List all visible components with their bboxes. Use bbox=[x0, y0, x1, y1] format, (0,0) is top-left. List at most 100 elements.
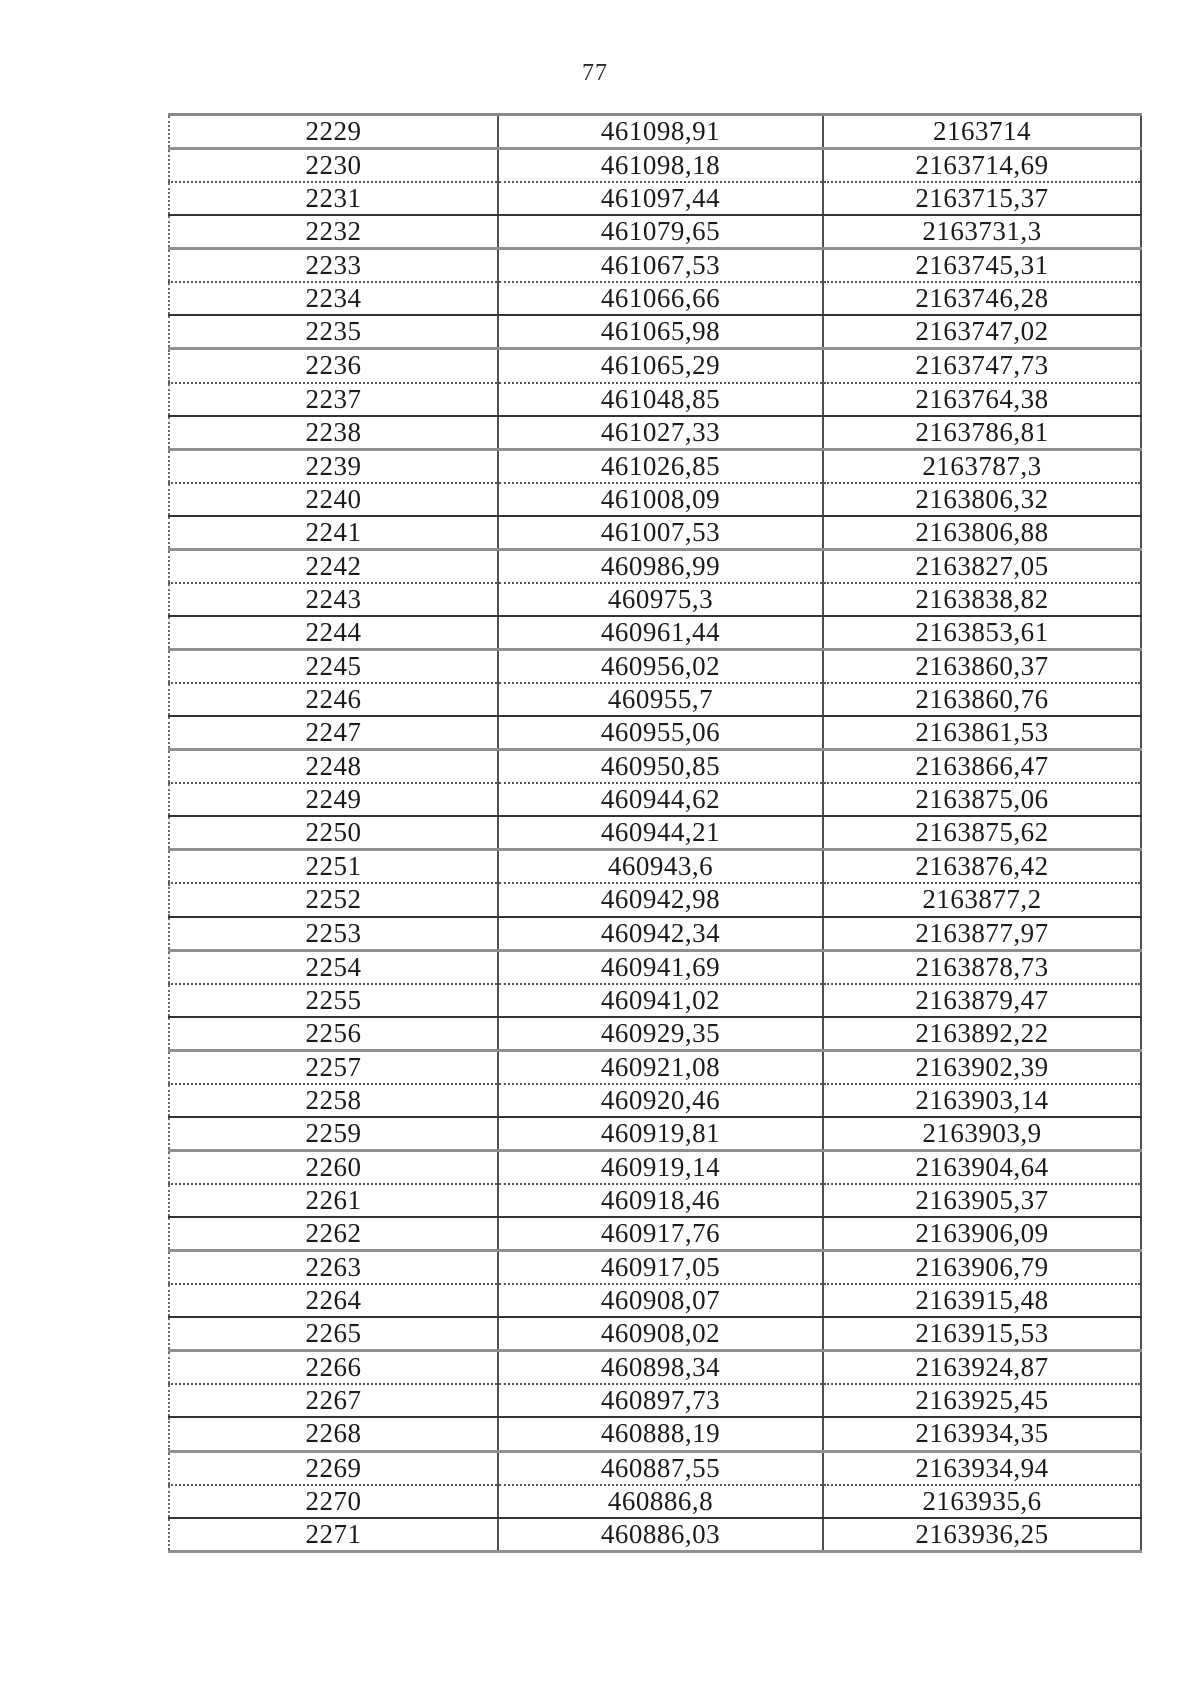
table-cell: 2163747,02 bbox=[822, 315, 1141, 351]
table-cell: 2269 bbox=[169, 1451, 498, 1486]
table-cell: 2270 bbox=[169, 1484, 498, 1519]
coordinates-table: 2229 461098,91 2163714 2230 461098,18 2163714… bbox=[168, 113, 1142, 1553]
table-row: 2268 460888,19 2163934,35 bbox=[169, 1417, 1141, 1453]
table-cell: 2245 bbox=[169, 649, 498, 685]
table-cell: 2246 bbox=[169, 683, 498, 718]
table-cell: 2163915,53 bbox=[822, 1317, 1141, 1353]
table-row: 2256 460929,35 2163892,22 bbox=[169, 1016, 1141, 1052]
table-row: 2238 461027,33 2163786,81 bbox=[169, 415, 1141, 451]
table-row: 2260 460919,14 2163904,64 bbox=[169, 1150, 1141, 1185]
table-cell: 460950,85 bbox=[497, 749, 823, 785]
table-cell: 2254 bbox=[169, 950, 498, 985]
table-cell: 460917,76 bbox=[497, 1217, 823, 1253]
table-cell: 2263 bbox=[169, 1250, 498, 1286]
table-cell: 2163925,45 bbox=[822, 1384, 1141, 1419]
table-cell: 2242 bbox=[169, 549, 498, 584]
table-row: 2264 460908,07 2163915,48 bbox=[169, 1284, 1141, 1319]
table-cell: 460917,05 bbox=[497, 1250, 823, 1286]
table-row: 2250 460944,21 2163875,62 bbox=[169, 816, 1141, 852]
table-row: 2269 460887,55 2163934,94 bbox=[169, 1451, 1141, 1486]
table-cell: 2163875,06 bbox=[822, 783, 1141, 818]
table-cell: 461008,09 bbox=[497, 482, 823, 517]
table-cell: 2257 bbox=[169, 1050, 498, 1085]
table-row: 2248 460950,85 2163866,47 bbox=[169, 749, 1141, 785]
table-cell: 2239 bbox=[169, 449, 498, 484]
table-row: 2266 460898,34 2163924,87 bbox=[169, 1350, 1141, 1386]
table-cell: 2163853,61 bbox=[822, 615, 1141, 651]
table-cell: 461098,91 bbox=[497, 114, 823, 151]
table-cell: 2231 bbox=[169, 182, 498, 217]
table-cell: 460897,73 bbox=[497, 1384, 823, 1419]
table-cell: 2256 bbox=[169, 1016, 498, 1052]
table-cell: 2244 bbox=[169, 615, 498, 651]
table-cell: 2232 bbox=[169, 215, 498, 251]
table-cell: 2163878,73 bbox=[822, 950, 1141, 985]
table-cell: 460956,02 bbox=[497, 649, 823, 685]
table-cell: 461048,85 bbox=[497, 382, 823, 417]
table-cell: 2258 bbox=[169, 1083, 498, 1118]
table-cell: 460975,3 bbox=[497, 582, 823, 617]
table-cell: 2163906,79 bbox=[822, 1250, 1141, 1286]
table-row: 2231 461097,44 2163715,37 bbox=[169, 182, 1141, 217]
table-row: 2265 460908,02 2163915,53 bbox=[169, 1317, 1141, 1353]
table-cell: 2163935,6 bbox=[822, 1484, 1141, 1519]
table-cell: 2163903,14 bbox=[822, 1083, 1141, 1118]
table-row: 2259 460919,81 2163903,9 bbox=[169, 1116, 1141, 1152]
table-row: 2242 460986,99 2163827,05 bbox=[169, 549, 1141, 584]
table-row: 2247 460955,06 2163861,53 bbox=[169, 716, 1141, 752]
table-cell: 2163892,22 bbox=[822, 1016, 1141, 1052]
table-cell: 460886,03 bbox=[497, 1517, 823, 1553]
table-cell: 461097,44 bbox=[497, 182, 823, 217]
table-cell: 2163787,3 bbox=[822, 449, 1141, 484]
page-number: 77 bbox=[582, 60, 608, 86]
table-cell: 2249 bbox=[169, 783, 498, 818]
table-cell: 2234 bbox=[169, 282, 498, 317]
table-row: 2253 460942,34 2163877,97 bbox=[169, 916, 1141, 952]
table-row: 2239 461026,85 2163787,3 bbox=[169, 449, 1141, 484]
table-cell: 461007,53 bbox=[497, 515, 823, 551]
table-cell: 2247 bbox=[169, 716, 498, 752]
table-cell: 460986,99 bbox=[497, 549, 823, 584]
table-row: 2262 460917,76 2163906,09 bbox=[169, 1217, 1141, 1253]
table-cell: 2163904,64 bbox=[822, 1150, 1141, 1185]
table-cell: 2163879,47 bbox=[822, 983, 1141, 1018]
table-cell: 2250 bbox=[169, 816, 498, 852]
table-cell: 2163806,88 bbox=[822, 515, 1141, 551]
table-row: 2236 461065,29 2163747,73 bbox=[169, 348, 1141, 384]
table-cell: 2255 bbox=[169, 983, 498, 1018]
table-row: 2251 460943,6 2163876,42 bbox=[169, 849, 1141, 885]
table-row: 2254 460941,69 2163878,73 bbox=[169, 950, 1141, 985]
table-cell: 2236 bbox=[169, 348, 498, 384]
table-cell: 2251 bbox=[169, 849, 498, 885]
table-cell: 460919,81 bbox=[497, 1116, 823, 1152]
table-cell: 2163875,62 bbox=[822, 816, 1141, 852]
table-cell: 2271 bbox=[169, 1517, 498, 1553]
table-cell: 2265 bbox=[169, 1317, 498, 1353]
table-cell: 2163905,37 bbox=[822, 1184, 1141, 1219]
table-cell: 2243 bbox=[169, 582, 498, 617]
table-cell: 460887,55 bbox=[497, 1451, 823, 1486]
table-cell: 2163827,05 bbox=[822, 549, 1141, 584]
table-cell: 2268 bbox=[169, 1417, 498, 1453]
table-cell: 460908,02 bbox=[497, 1317, 823, 1353]
table-cell: 2163786,81 bbox=[822, 415, 1141, 451]
table-cell: 2163915,48 bbox=[822, 1284, 1141, 1319]
table-cell: 461026,85 bbox=[497, 449, 823, 484]
table-cell: 460961,44 bbox=[497, 615, 823, 651]
table-cell: 2163877,2 bbox=[822, 883, 1141, 918]
table-row: 2232 461079,65 2163731,3 bbox=[169, 215, 1141, 251]
table-cell: 460908,07 bbox=[497, 1284, 823, 1319]
table-cell: 460898,34 bbox=[497, 1350, 823, 1386]
table-row: 2241 461007,53 2163806,88 bbox=[169, 515, 1141, 551]
table-cell: 461065,98 bbox=[497, 315, 823, 351]
table-cell: 2229 bbox=[169, 114, 498, 151]
table-row: 2244 460961,44 2163853,61 bbox=[169, 615, 1141, 651]
table-row: 2267 460897,73 2163925,45 bbox=[169, 1384, 1141, 1419]
table-row: 2229 461098,91 2163714 bbox=[169, 114, 1141, 151]
table-cell: 460941,69 bbox=[497, 950, 823, 985]
table-cell: 2237 bbox=[169, 382, 498, 417]
table-cell: 2163745,31 bbox=[822, 248, 1141, 284]
table-cell: 460919,14 bbox=[497, 1150, 823, 1185]
table-cell: 2252 bbox=[169, 883, 498, 918]
table-cell: 2241 bbox=[169, 515, 498, 551]
